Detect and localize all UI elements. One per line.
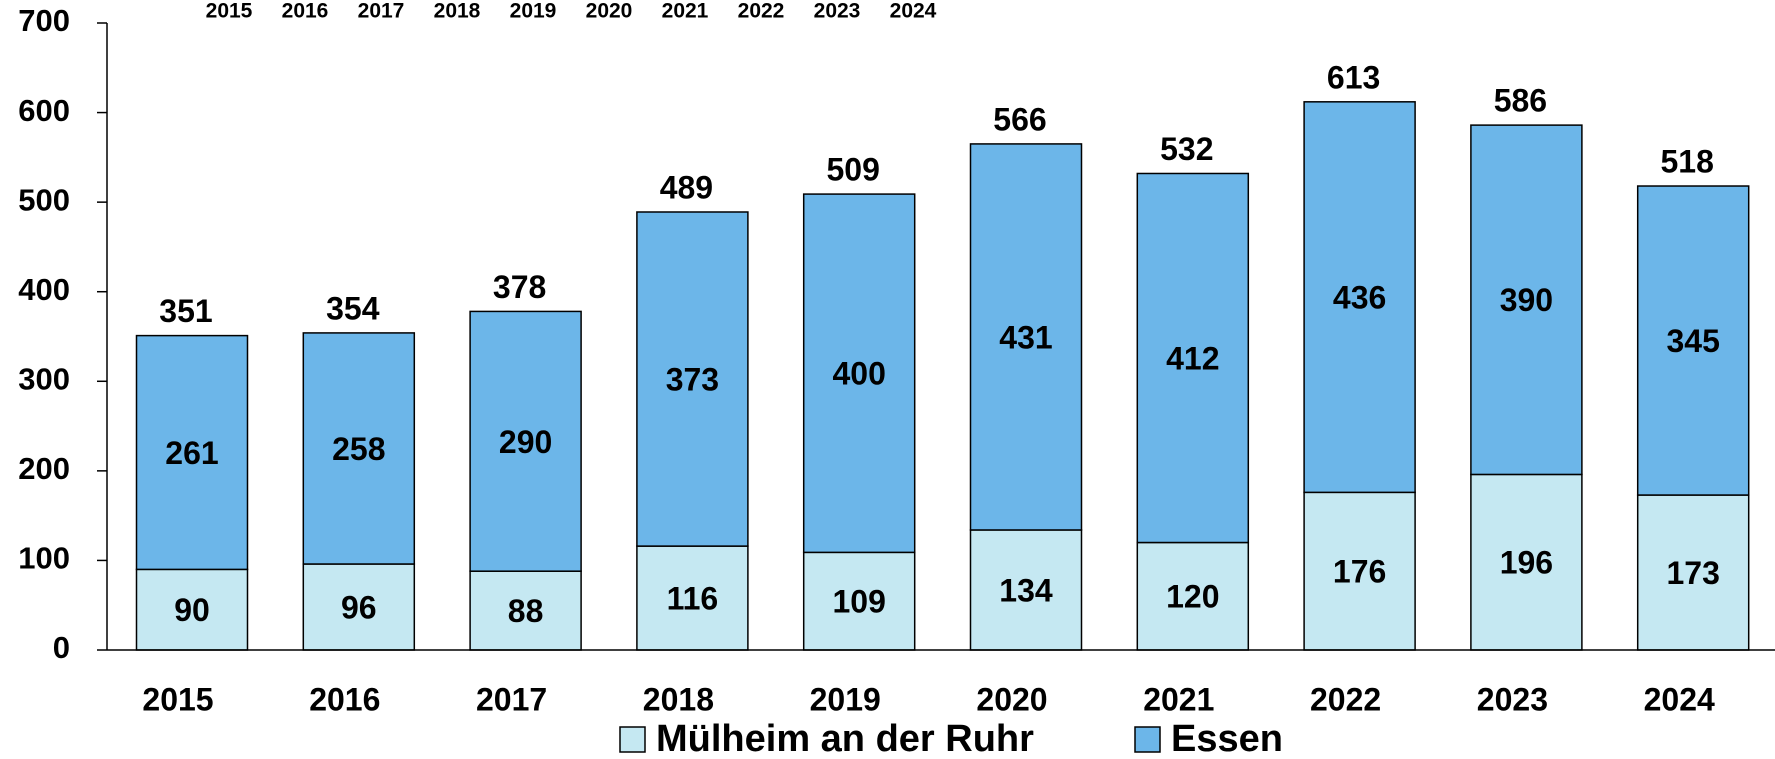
x-tick-label: 2017: [476, 681, 547, 717]
x-tick-label: 2022: [1310, 681, 1381, 717]
total-label: 489: [660, 169, 713, 205]
total-label: 351: [159, 293, 212, 329]
total-label: 518: [1661, 143, 1714, 179]
top-year-label: 2017: [358, 0, 405, 23]
top-year-label: 2021: [662, 0, 709, 23]
top-year-label: 2016: [282, 0, 329, 23]
y-tick-label: 100: [18, 541, 70, 576]
bar-segment: [135, 568, 249, 651]
bar-segment: [1636, 185, 1750, 496]
x-tick-label: 2023: [1477, 681, 1548, 717]
x-tick-label: 2024: [1644, 681, 1715, 717]
y-tick-label: 200: [18, 451, 70, 486]
total-label: 566: [993, 101, 1046, 137]
legend-swatch: [619, 726, 646, 753]
y-tick-label: 600: [18, 93, 70, 128]
bar-segment: [1136, 541, 1250, 651]
data-label: 436: [1333, 280, 1386, 316]
data-label: 120: [1166, 579, 1219, 615]
y-tick-label: 700: [18, 3, 70, 38]
x-tick-label: 2016: [309, 681, 380, 717]
total-label: 354: [326, 290, 380, 326]
data-label: 109: [833, 584, 886, 620]
x-tick-label: 2021: [1143, 681, 1214, 717]
bar-segment: [802, 193, 916, 554]
x-tick-label: 2015: [142, 681, 213, 717]
top-year-label: 2022: [738, 0, 785, 23]
bar-segment: [969, 143, 1083, 531]
bar-segment: [802, 551, 916, 651]
data-label: 261: [165, 435, 218, 471]
x-tick-label: 2018: [643, 681, 714, 717]
data-label: 176: [1333, 554, 1386, 590]
data-label: 373: [666, 361, 719, 397]
data-label: 345: [1667, 323, 1720, 359]
top-year-label: 2019: [510, 0, 557, 23]
data-label: 400: [833, 356, 886, 392]
total-label: 378: [493, 269, 546, 305]
total-label: 532: [1160, 131, 1213, 167]
data-label: 290: [499, 424, 552, 460]
bar-segment: [1470, 124, 1583, 476]
top-year-label: 2018: [434, 0, 481, 23]
total-label: 586: [1494, 83, 1547, 119]
bar-segment: [1136, 172, 1250, 544]
data-label: 390: [1500, 282, 1553, 318]
y-tick-label: 300: [18, 361, 70, 396]
total-label: 613: [1327, 59, 1380, 95]
data-label: 431: [999, 319, 1052, 355]
x-tick-label: 2019: [810, 681, 881, 717]
data-label: 116: [667, 581, 719, 617]
y-tick-label: 0: [53, 630, 70, 665]
bar-segment: [135, 334, 249, 571]
data-label: 258: [332, 431, 385, 467]
data-label: 96: [341, 589, 377, 625]
total-label: 509: [827, 152, 880, 188]
x-tick-label: 2020: [976, 681, 1047, 717]
bar-segment: [636, 211, 749, 547]
bar-segment: [1636, 494, 1750, 651]
top-year-label: 2023: [814, 0, 861, 23]
bar-segment: [469, 310, 582, 572]
bar-segment: [1303, 491, 1416, 651]
y-tick-label: 400: [18, 272, 70, 307]
legend-label: Mülheim an der Ruhr: [656, 718, 1034, 759]
bar-segment: [1303, 101, 1416, 494]
data-label: 412: [1166, 340, 1219, 376]
data-label: 88: [508, 593, 544, 629]
bar-segment: [302, 332, 416, 565]
data-label: 90: [174, 592, 210, 628]
data-label: 196: [1500, 545, 1553, 581]
top-year-label: 2020: [586, 0, 633, 23]
data-label: 134: [999, 572, 1053, 608]
legend-swatch: [1134, 726, 1161, 753]
top-year-label: 2015: [206, 0, 253, 23]
bar-segment: [1470, 473, 1583, 651]
legend-label: Essen: [1171, 718, 1283, 759]
data-label: 173: [1667, 555, 1720, 591]
top-year-label: 2024: [890, 0, 937, 23]
y-tick-label: 500: [18, 182, 70, 217]
